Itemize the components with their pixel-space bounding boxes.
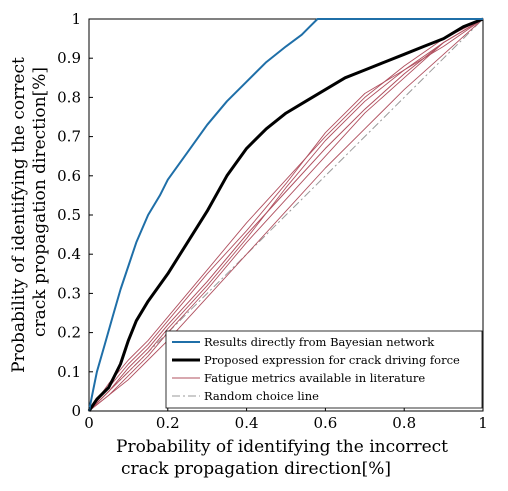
series-line-fatigue-metric-6	[88, 18, 484, 412]
y-tick-label: 0.9	[57, 49, 81, 67]
legend-label-3: Fatigue metrics available in literature	[204, 371, 425, 385]
series-line-1	[88, 18, 483, 412]
legend-label-1: Results directly from Bayesian network	[204, 335, 435, 349]
series-line-2	[87, 17, 484, 412]
y-tick-label: 0.3	[57, 284, 81, 302]
y-tick-label: 0.8	[57, 88, 81, 106]
y-axis-title-line-1: Probability of identifying the correct	[9, 57, 29, 373]
legend-label-4: Random choice line	[204, 389, 319, 403]
y-tick-label: 0.2	[57, 324, 81, 342]
x-tick-label: 0	[84, 414, 94, 432]
x-tick-label: 1	[478, 414, 488, 432]
y-axis-title-line-2: crack propagation direction[%]	[30, 67, 50, 337]
x-tick-label: 0.4	[235, 414, 259, 432]
x-axis-title-line-2: crack propagation direction[%]	[121, 459, 391, 479]
y-tick-label: 0.5	[57, 206, 81, 224]
y-tick-label: 0.4	[57, 245, 81, 263]
y-tick-label: 0.1	[57, 363, 81, 381]
series-layer	[87, 17, 484, 412]
series-line-fatigue-metric-5	[88, 18, 484, 412]
y-tick-label: 1	[71, 10, 81, 28]
tick-layer: 0 0.2 0.4 0.6 0.8 1 0 0.1 0.2 0.3 0.4 0.5 0.6 0.7 0.8 0…	[57, 10, 488, 432]
series-line-3	[88, 18, 484, 412]
x-tick-label: 0.2	[156, 414, 180, 432]
x-axis-title-line-1: Probability of identifying the incorrect	[116, 437, 448, 457]
legend-label-2: Proposed expression for crack driving fo…	[204, 353, 460, 367]
legend: Results directly from Bayesian network Pr…	[165, 330, 483, 409]
series-line-fatigue-metric-3	[88, 18, 484, 412]
y-tick-label: 0.6	[57, 167, 81, 185]
series-line-4	[88, 18, 484, 412]
y-tick-label: 0	[71, 402, 81, 420]
series-line-fatigue-metric-2	[88, 18, 484, 412]
y-tick-label: 0.7	[57, 128, 81, 146]
x-tick-label: 0.8	[392, 414, 416, 432]
legend-box	[165, 330, 483, 409]
x-tick-label: 0.6	[313, 414, 337, 432]
